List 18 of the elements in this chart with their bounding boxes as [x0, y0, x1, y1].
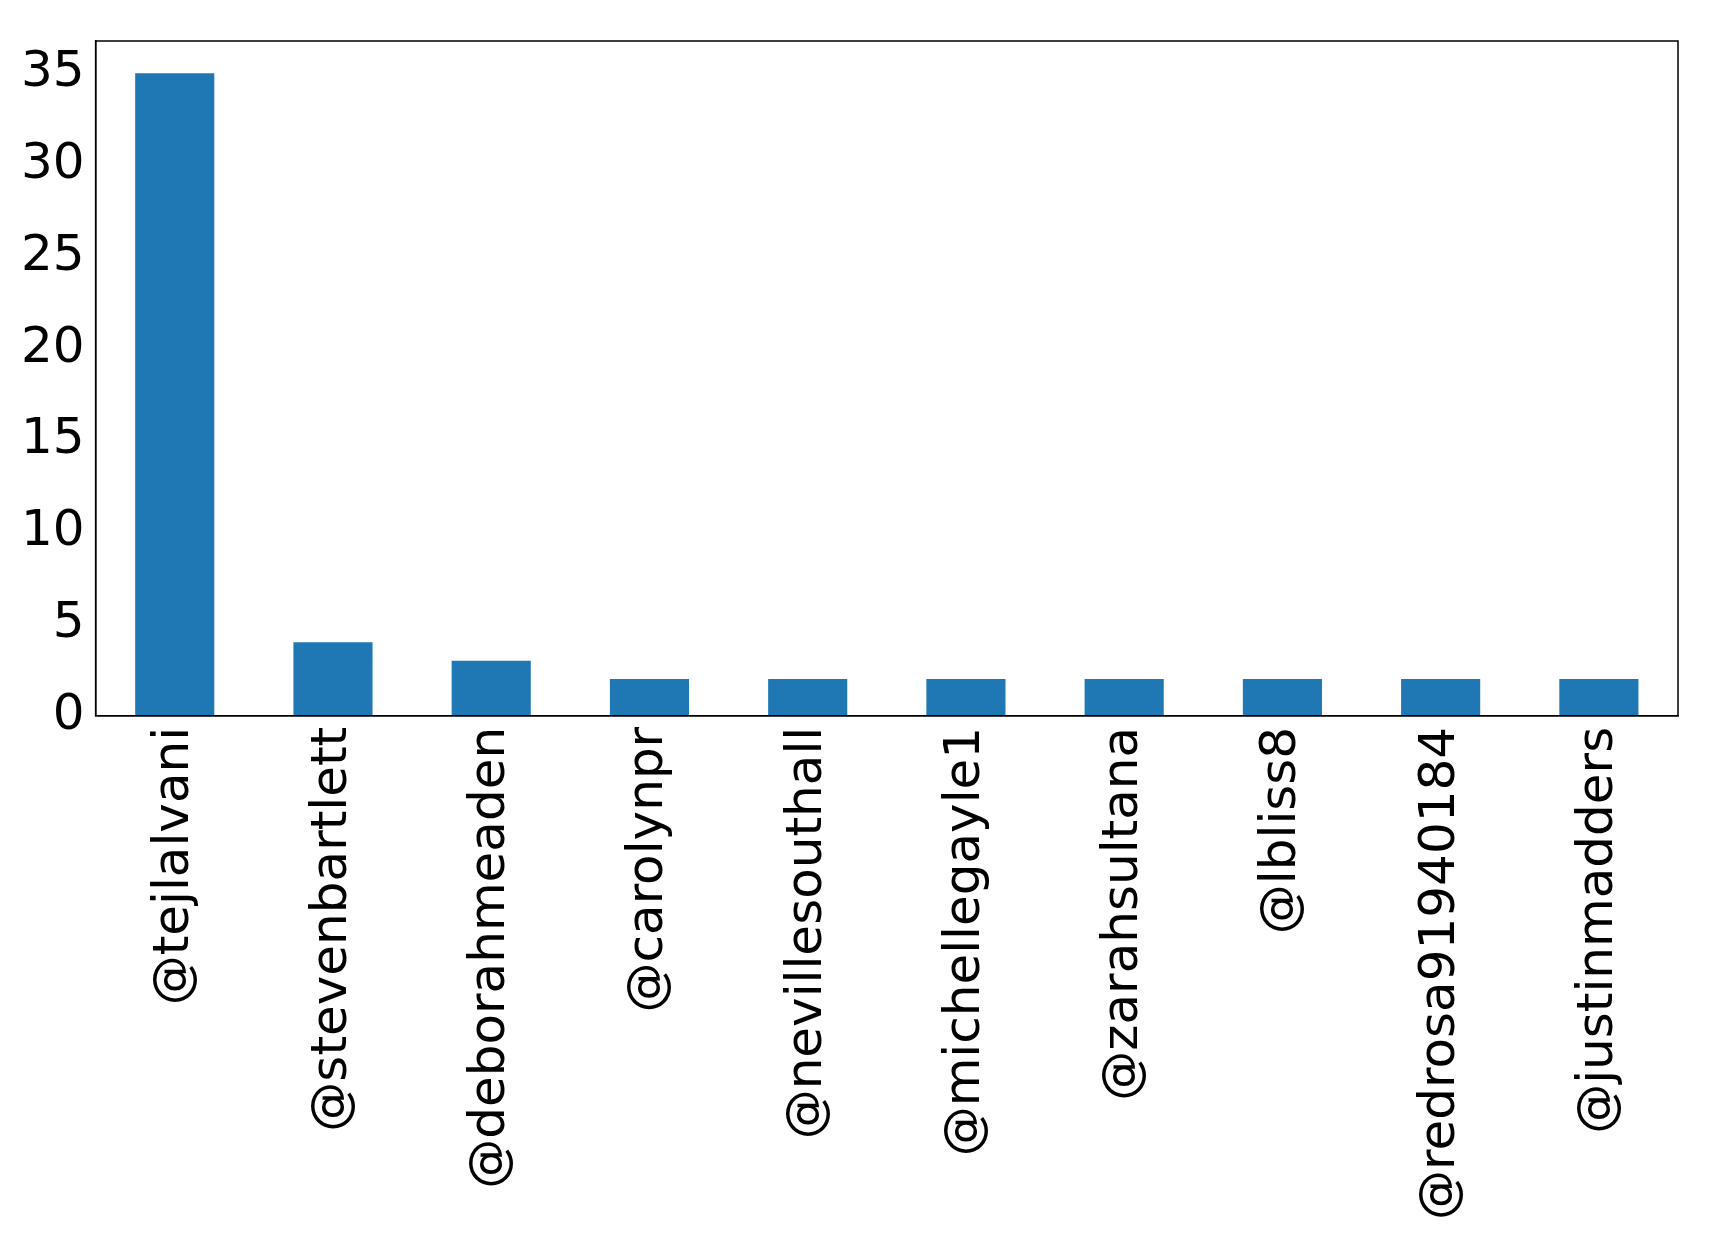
- x-tick-label: @lbliss8: [1249, 726, 1308, 935]
- x-tick-label: @zarahsultana: [1091, 726, 1150, 1101]
- y-tick-label: 15: [21, 407, 85, 466]
- y-tick-label: 30: [21, 131, 85, 190]
- x-tick-label: @stevenbartlett: [299, 726, 358, 1132]
- x-tick-label: @carolynpr: [616, 726, 675, 1013]
- y-tick-label: 0: [52, 682, 85, 741]
- y-tick-label: 35: [21, 40, 85, 99]
- x-tick-label: @michellegayle1: [932, 726, 991, 1157]
- y-tick-label: 5: [52, 590, 85, 649]
- y-tick-label: 20: [21, 315, 85, 374]
- y-tick-label: 10: [21, 499, 85, 558]
- x-tick-label: @tejlalvani: [141, 726, 200, 1006]
- x-tick-label: @deborahmeaden: [458, 726, 517, 1189]
- x-tick-label: @nevillesouthall: [774, 726, 833, 1140]
- y-tick-label: 25: [21, 223, 85, 282]
- x-tick-label: @justinmadders: [1565, 726, 1624, 1134]
- x-tick-label: @redrosa91940184: [1407, 726, 1466, 1221]
